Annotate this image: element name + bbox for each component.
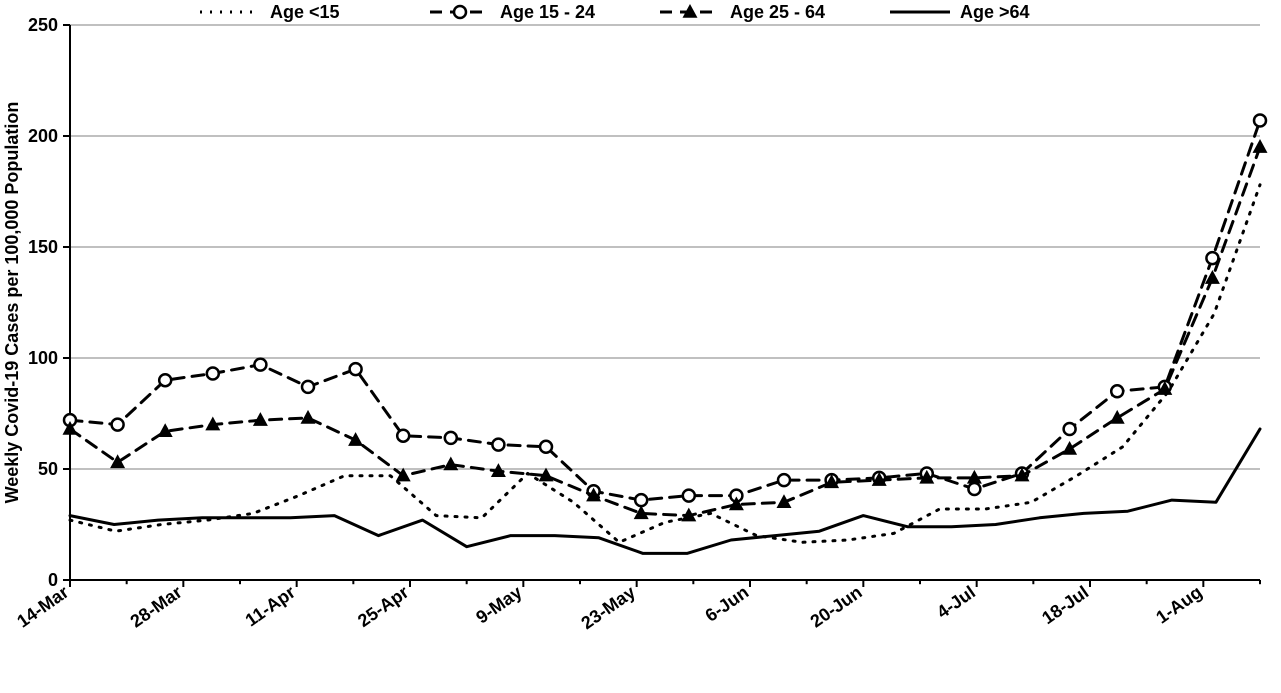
- y-tick-label: 150: [28, 237, 58, 257]
- y-tick-label: 250: [28, 15, 58, 35]
- covid-weekly-cases-chart: 050100150200250Weekly Covid-19 Cases per…: [0, 0, 1281, 693]
- legend-label: Age 15 - 24: [500, 2, 595, 22]
- legend-label: Age 25 - 64: [730, 2, 825, 22]
- legend-label: Age >64: [960, 2, 1030, 22]
- y-tick-label: 50: [38, 459, 58, 479]
- y-axis-label: Weekly Covid-19 Cases per 100,000 Popula…: [2, 102, 22, 504]
- y-tick-label: 200: [28, 126, 58, 146]
- y-tick-label: 100: [28, 348, 58, 368]
- legend-label: Age <15: [270, 2, 340, 22]
